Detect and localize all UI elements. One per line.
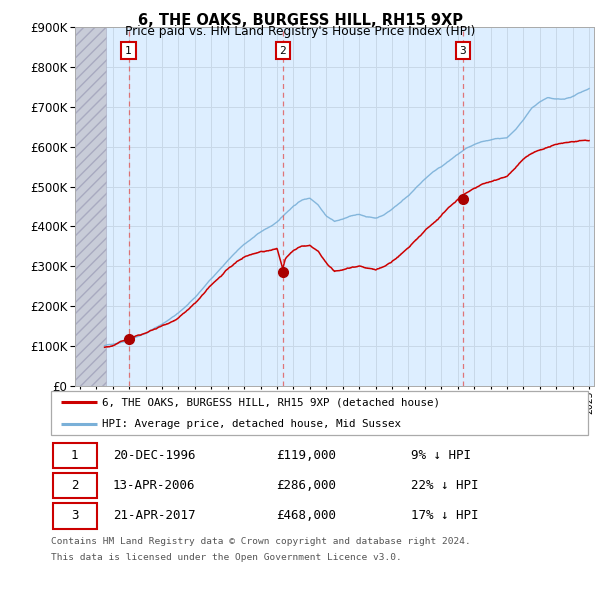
Text: 2: 2	[280, 45, 286, 55]
Text: HPI: Average price, detached house, Mid Sussex: HPI: Average price, detached house, Mid …	[102, 419, 401, 430]
Text: 3: 3	[460, 45, 466, 55]
Text: 3: 3	[71, 509, 79, 522]
Text: 22% ↓ HPI: 22% ↓ HPI	[411, 479, 478, 492]
Text: 2: 2	[71, 479, 79, 492]
Text: 21-APR-2017: 21-APR-2017	[113, 509, 195, 522]
Text: 6, THE OAKS, BURGESS HILL, RH15 9XP: 6, THE OAKS, BURGESS HILL, RH15 9XP	[137, 13, 463, 28]
Text: Contains HM Land Registry data © Crown copyright and database right 2024.: Contains HM Land Registry data © Crown c…	[51, 537, 471, 546]
Text: £468,000: £468,000	[277, 509, 337, 522]
Text: 13-APR-2006: 13-APR-2006	[113, 479, 195, 492]
Text: 1: 1	[71, 449, 79, 462]
FancyBboxPatch shape	[53, 473, 97, 499]
Text: 17% ↓ HPI: 17% ↓ HPI	[411, 509, 478, 522]
FancyBboxPatch shape	[53, 442, 97, 468]
Text: 6, THE OAKS, BURGESS HILL, RH15 9XP (detached house): 6, THE OAKS, BURGESS HILL, RH15 9XP (det…	[102, 397, 440, 407]
Text: £119,000: £119,000	[277, 449, 337, 462]
FancyBboxPatch shape	[53, 503, 97, 529]
Text: £286,000: £286,000	[277, 479, 337, 492]
Text: 9% ↓ HPI: 9% ↓ HPI	[411, 449, 471, 462]
Text: Price paid vs. HM Land Registry's House Price Index (HPI): Price paid vs. HM Land Registry's House …	[125, 25, 475, 38]
Text: 1: 1	[125, 45, 132, 55]
Text: 20-DEC-1996: 20-DEC-1996	[113, 449, 195, 462]
Bar	[75, 27, 106, 386]
Text: This data is licensed under the Open Government Licence v3.0.: This data is licensed under the Open Gov…	[51, 553, 402, 562]
